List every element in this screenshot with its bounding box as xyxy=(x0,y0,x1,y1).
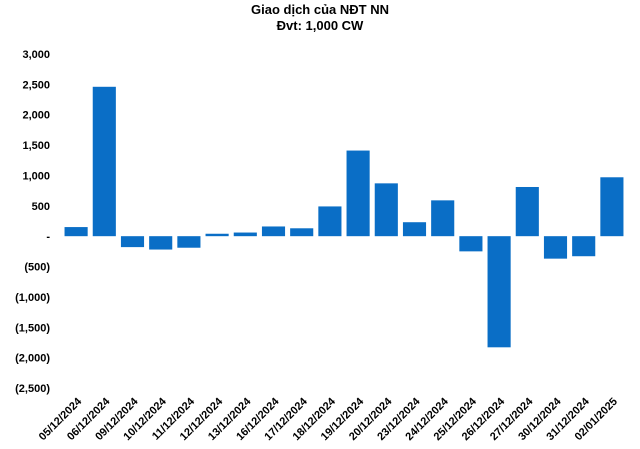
bar xyxy=(431,200,455,237)
bar xyxy=(459,236,483,252)
bar xyxy=(487,236,511,348)
bars xyxy=(64,86,624,348)
y-tick-label: (1,000) xyxy=(15,292,50,304)
bar xyxy=(600,177,624,237)
chart-title: Giao dịch của NĐT NN xyxy=(251,2,389,17)
bar xyxy=(543,236,568,259)
bar xyxy=(261,226,286,237)
bar xyxy=(64,227,88,237)
chart-subtitle: Đvt: 1,000 CW xyxy=(277,18,364,33)
y-tick-label: (500) xyxy=(24,262,50,274)
x-axis: 05/12/202406/12/202409/12/202410/12/2024… xyxy=(37,395,620,443)
y-tick-label: (2,000) xyxy=(15,353,50,365)
bar xyxy=(149,236,173,250)
y-axis: 3,000 2,500 2,000 1,500 1,000 500 - (500) (1,000… xyxy=(15,49,50,395)
y-tick-label: (2,500) xyxy=(15,383,50,395)
bar xyxy=(374,183,398,237)
y-tick-label: 2,000 xyxy=(22,110,50,122)
y-tick-label: 1,500 xyxy=(22,140,50,152)
bar xyxy=(120,236,145,248)
y-tick-label: (1,500) xyxy=(15,322,50,334)
bar xyxy=(205,233,229,237)
bar xyxy=(515,186,539,237)
bar xyxy=(402,222,427,237)
bar xyxy=(318,206,342,237)
y-tick-label: 1,000 xyxy=(22,170,50,182)
y-tick-label: 3,000 xyxy=(22,49,50,61)
bar xyxy=(92,86,116,237)
bar xyxy=(177,236,201,248)
bar xyxy=(290,228,314,237)
y-tick-label: 2,500 xyxy=(22,79,50,91)
bar xyxy=(346,150,370,237)
bar xyxy=(572,236,596,257)
bar xyxy=(233,232,257,237)
y-tick-label: 500 xyxy=(32,201,50,213)
y-tick-label: - xyxy=(46,231,50,243)
